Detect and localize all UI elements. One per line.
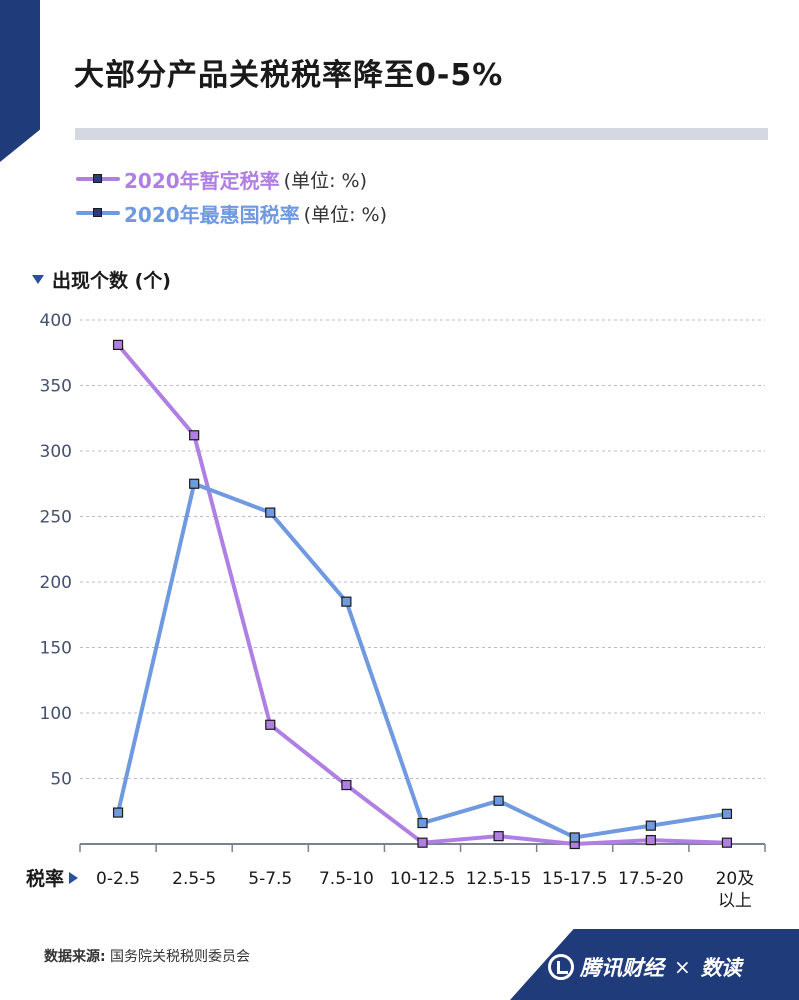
data-point-s0-2 xyxy=(265,719,276,730)
x-tick-label-8-line0: 20及 xyxy=(716,869,755,889)
data-point-s0-0 xyxy=(112,339,124,350)
x-tick-label-7: 17.5-20 xyxy=(618,869,684,889)
tencent-finance-logo-icon xyxy=(548,954,574,980)
data-point-s1-8 xyxy=(721,808,733,819)
brand-cross: × xyxy=(674,955,691,979)
x-tick-label-0: 0-2.5 xyxy=(96,869,140,889)
data-point-s1-4 xyxy=(417,817,428,829)
brand-name-2: 数读 xyxy=(700,956,742,980)
legend-swatch-mfn xyxy=(76,203,120,223)
y-tick-label-250: 250 xyxy=(40,508,72,528)
x-axis-title-text: 税率 xyxy=(26,868,65,890)
data-point-s1-7 xyxy=(645,820,656,831)
series-line-0 xyxy=(116,342,729,846)
data-source-text: 国务院关税税则委员会 xyxy=(105,949,251,965)
x-tick-label-1: 2.5-5 xyxy=(172,869,216,889)
data-point-s1-6 xyxy=(569,832,580,843)
x-axis-title: 税率 xyxy=(26,864,79,891)
y-axis-title-text: 出现个数 (个) xyxy=(52,270,171,292)
y-tick-label-50: 50 xyxy=(50,770,72,790)
y-axis-title: 出现个数 (个) xyxy=(32,266,171,293)
x-tick-label-3: 7.5-10 xyxy=(319,869,374,889)
data-point-s0-7 xyxy=(645,834,656,846)
y-tick-label-350: 350 xyxy=(40,377,72,397)
legend-label-mfn: 2020年最惠国税率 xyxy=(124,202,300,227)
legend-unit-provisional: (单位: %) xyxy=(283,169,367,192)
corner-decoration xyxy=(0,0,40,162)
legend-unit-mfn: (单位: %) xyxy=(303,203,387,226)
data-point-s1-0 xyxy=(112,807,124,818)
brand-name: 腾讯财经 xyxy=(580,956,664,980)
y-tick-label-200: 200 xyxy=(40,573,72,593)
data-source-label: 数据来源: xyxy=(44,949,106,965)
x-tick-label-6: 15-17.5 xyxy=(542,869,608,889)
data-point-s0-5 xyxy=(493,831,504,842)
legend-item-mfn: 2020年最惠国税率 (单位: %) xyxy=(76,196,387,230)
data-point-s1-5 xyxy=(493,795,504,806)
brand-logo: 腾讯财经 × 数读 xyxy=(548,952,742,982)
data-point-s0-1 xyxy=(189,430,200,441)
y-tick-label-100: 100 xyxy=(40,704,72,724)
chart-title: 大部分产品关税税率降至0-5% xyxy=(74,58,504,93)
series-line-1 xyxy=(116,481,729,840)
legend-label-provisional: 2020年暂定税率 xyxy=(124,168,280,193)
x-tick-label-4: 10-12.5 xyxy=(390,869,456,889)
x-tick-label-2: 5-7.5 xyxy=(248,869,292,889)
legend-swatch-provisional xyxy=(76,169,120,189)
y-tick-label-150: 150 xyxy=(40,639,72,659)
y-tick-label-400: 400 xyxy=(40,311,72,331)
data-point-s0-4 xyxy=(417,837,428,848)
data-point-s0-8 xyxy=(721,837,733,848)
x-tick-label-8-line1: 以上 xyxy=(718,891,752,911)
data-source: 数据来源: 国务院关税税则委员会 xyxy=(44,946,250,966)
triangle-right-icon xyxy=(69,871,79,884)
x-tick-label-5: 12.5-15 xyxy=(466,869,532,889)
data-point-s1-1 xyxy=(189,478,200,489)
legend-item-provisional: 2020年暂定税率 (单位: %) xyxy=(76,162,387,196)
data-point-s1-3 xyxy=(341,596,352,607)
data-point-s0-3 xyxy=(341,779,352,791)
legend: 2020年暂定税率 (单位: %) 2020年最惠国税率 (单位: %) xyxy=(76,162,387,230)
y-tick-label-300: 300 xyxy=(40,442,72,462)
triangle-down-icon xyxy=(32,275,44,284)
title-underline xyxy=(75,128,768,140)
data-point-s1-2 xyxy=(265,507,276,518)
